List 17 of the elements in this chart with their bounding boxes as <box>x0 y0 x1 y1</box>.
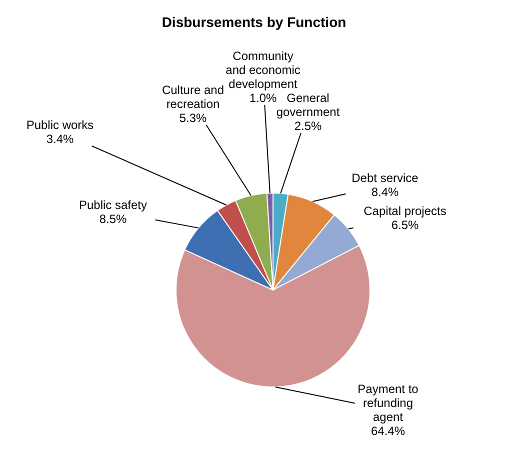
slice-label: Culture and recreation <box>162 83 224 111</box>
chart-title: Disbursements by Function <box>160 14 348 30</box>
data-label: 64.4% <box>370 424 406 438</box>
slice-label: Public works <box>26 118 94 132</box>
data-label: 6.5% <box>391 218 419 232</box>
slice-label: Capital projects <box>364 204 446 218</box>
data-label: 8.5% <box>99 212 127 226</box>
slice-label: Debt service <box>352 171 419 185</box>
data-label: 1.0% <box>249 91 277 105</box>
slice-label: Public safety <box>78 198 148 212</box>
slice-label: Community and economic development <box>226 49 300 91</box>
data-label: 5.3% <box>179 111 207 125</box>
data-label: 2.5% <box>294 119 322 133</box>
data-label: 3.4% <box>46 132 74 146</box>
slice-label: Payment to refunding agent <box>358 382 419 424</box>
slice-label: General government <box>276 91 340 119</box>
data-label: 8.4% <box>371 185 399 199</box>
